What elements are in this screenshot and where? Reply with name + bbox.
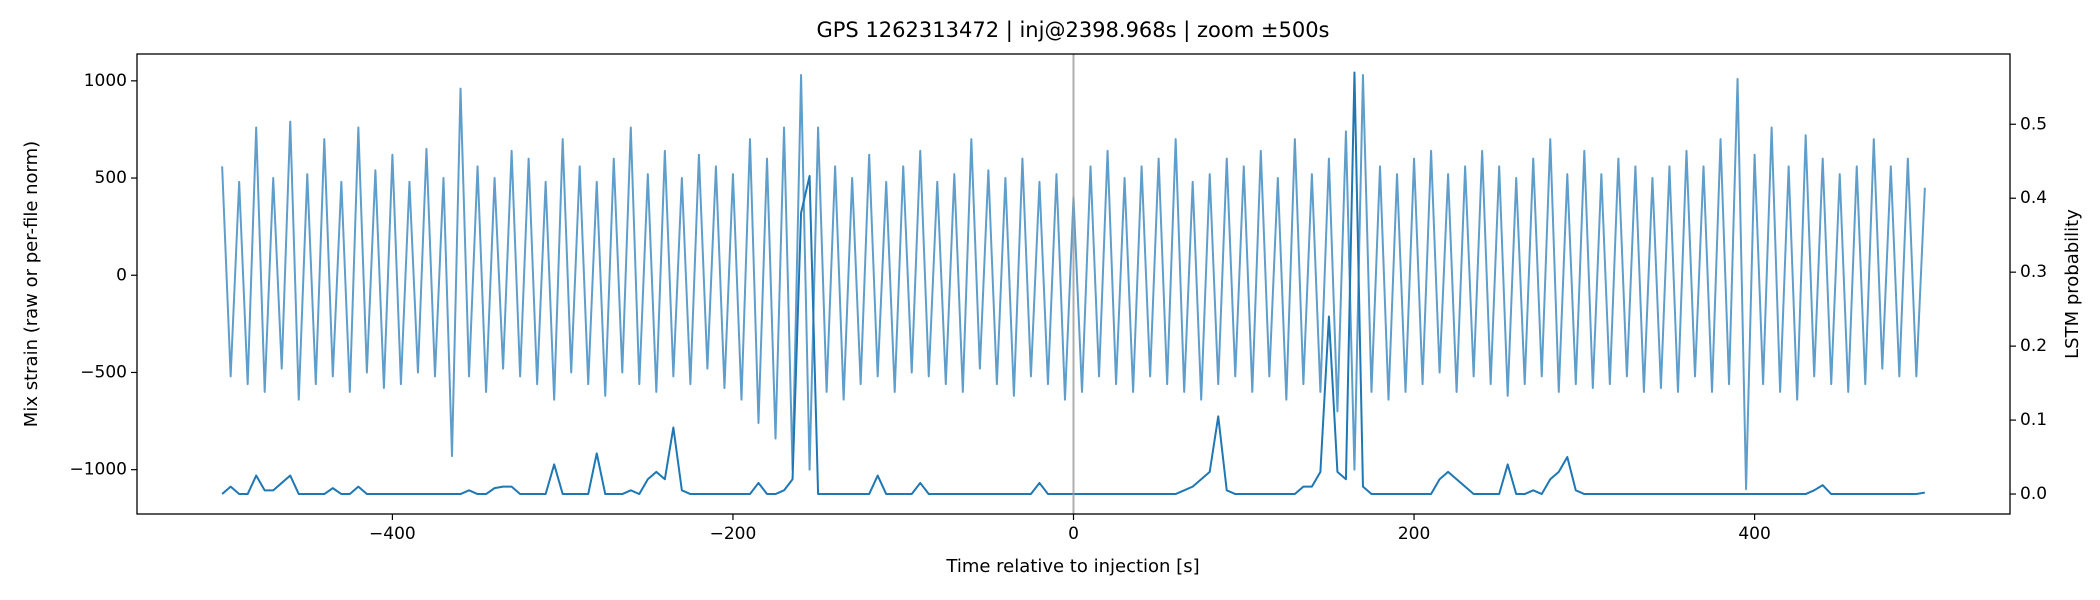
y-tick-label: 0 bbox=[116, 265, 127, 285]
x-tick-label: 200 bbox=[1398, 524, 1430, 544]
y-axis-label: Mix strain (raw or per-file norm) bbox=[21, 141, 42, 427]
x-tick-label: 400 bbox=[1738, 524, 1770, 544]
y2-axis-label: LSTM probability bbox=[2062, 209, 2083, 359]
y2-tick-label: 0.1 bbox=[2020, 410, 2047, 430]
y2-tick-label: 0.2 bbox=[2020, 336, 2047, 356]
x-tick-label: 0 bbox=[1068, 524, 1079, 544]
y2-tick-label: 0.3 bbox=[2020, 262, 2047, 282]
chart-title: GPS 1262313472 | inj@2398.968s | zoom ±5… bbox=[817, 18, 1330, 43]
y2-tick-label: 0.0 bbox=[2020, 484, 2047, 504]
y-tick-label: −500 bbox=[80, 362, 127, 382]
y2-tick-label: 0.5 bbox=[2020, 114, 2047, 134]
x-tick-label: −400 bbox=[369, 524, 416, 544]
y-tick-label: 1000 bbox=[84, 71, 127, 91]
x-tick-label: −200 bbox=[710, 524, 757, 544]
y-tick-label: −1000 bbox=[69, 460, 127, 480]
x-axis-label: Time relative to injection [s] bbox=[945, 556, 1199, 577]
y-tick-label: 500 bbox=[95, 168, 127, 188]
y2-tick-label: 0.4 bbox=[2020, 188, 2047, 208]
